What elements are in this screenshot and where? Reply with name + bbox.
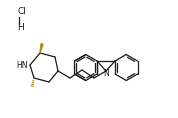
Text: H: H: [17, 23, 24, 32]
Polygon shape: [40, 44, 43, 53]
Text: Cl: Cl: [18, 8, 27, 17]
Text: HN: HN: [16, 61, 28, 70]
Text: N: N: [103, 70, 109, 78]
